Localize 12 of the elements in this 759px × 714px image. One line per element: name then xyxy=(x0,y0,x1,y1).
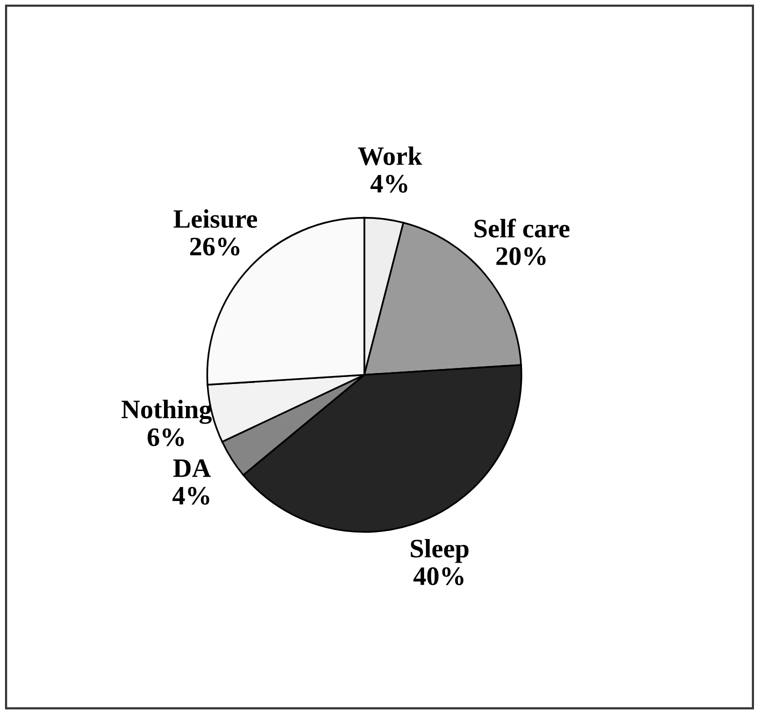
slice-label: Work xyxy=(358,146,422,166)
data-label: 26% xyxy=(190,238,240,256)
slice-label: Self care xyxy=(474,218,570,238)
data-label: 20% xyxy=(496,247,546,266)
data-label: 4% xyxy=(370,174,408,193)
slice-label: Leisure xyxy=(174,209,258,228)
slice-label: DA xyxy=(173,459,211,477)
data-label: 4% xyxy=(172,486,210,505)
data-label: 6% xyxy=(148,428,184,446)
slice-label: Sleep xyxy=(410,538,468,563)
data-label: 40% xyxy=(413,567,464,586)
slice-label: Nothing xyxy=(122,400,212,424)
